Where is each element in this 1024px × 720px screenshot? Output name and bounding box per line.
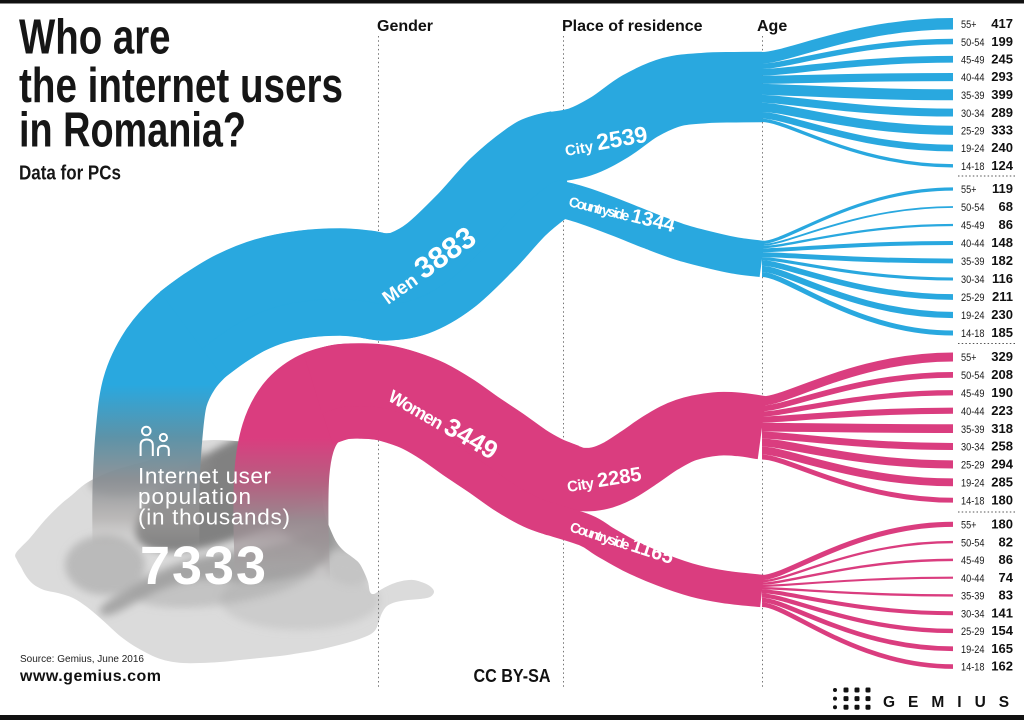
svg-text:199: 199 [991,34,1013,49]
svg-text:289: 289 [991,105,1013,120]
svg-text:293: 293 [991,69,1013,84]
svg-text:116: 116 [992,271,1013,286]
svg-text:83: 83 [999,588,1013,603]
svg-text:294: 294 [991,457,1013,472]
svg-text:182: 182 [991,253,1013,268]
svg-text:185: 185 [991,325,1013,340]
svg-text:25-29: 25-29 [961,626,985,638]
svg-text:35-39: 35-39 [961,256,985,268]
svg-text:258: 258 [991,439,1013,454]
svg-text:45-49: 45-49 [961,555,985,567]
svg-text:25-29: 25-29 [961,126,985,138]
svg-text:86: 86 [999,552,1013,567]
svg-text:162: 162 [991,659,1013,674]
svg-text:318: 318 [991,421,1013,436]
svg-text:GEMIUS: GEMIUS [883,694,1022,711]
svg-text:124: 124 [991,158,1013,173]
svg-text:14-18: 14-18 [961,328,985,340]
svg-text:223: 223 [991,403,1013,418]
svg-text:30-34: 30-34 [961,108,985,120]
svg-text:CC BY-SA: CC BY-SA [474,666,551,686]
svg-text:230: 230 [991,307,1013,322]
svg-text:399: 399 [991,87,1013,102]
svg-text:30-34: 30-34 [961,442,985,454]
svg-text:45-49: 45-49 [961,388,985,400]
svg-text:40-44: 40-44 [961,238,985,250]
svg-text:the internet users: the internet users [19,59,343,113]
svg-text:25-29: 25-29 [961,292,985,304]
svg-text:45-49: 45-49 [961,55,985,67]
svg-text:211: 211 [992,289,1013,304]
svg-text:50-54: 50-54 [961,370,985,382]
svg-text:245: 245 [991,52,1013,67]
svg-text:208: 208 [991,367,1013,382]
svg-text:68: 68 [999,199,1013,214]
svg-text:Data for PCs: Data for PCs [19,163,121,185]
svg-text:35-39: 35-39 [961,591,985,603]
svg-text:82: 82 [999,534,1013,549]
svg-text:329: 329 [991,349,1013,364]
svg-text:45-49: 45-49 [961,220,985,232]
svg-text:141: 141 [991,605,1013,620]
svg-text:(in thousands): (in thousands) [138,504,290,529]
svg-text:190: 190 [991,385,1013,400]
svg-text:19-24: 19-24 [961,478,985,490]
svg-text:148: 148 [991,235,1013,250]
svg-text:50-54: 50-54 [961,202,985,214]
svg-text:180: 180 [991,492,1013,507]
svg-text:Age: Age [757,18,787,35]
svg-text:86: 86 [999,217,1013,232]
svg-text:30-34: 30-34 [961,608,985,620]
svg-text:55+: 55+ [961,352,977,364]
svg-text:in Romania?: in Romania? [19,104,246,158]
svg-text:55+: 55+ [961,184,977,196]
svg-text:19-24: 19-24 [961,644,985,656]
svg-text:14-18: 14-18 [961,495,985,507]
svg-text:19-24: 19-24 [961,143,985,155]
svg-text:40-44: 40-44 [961,72,985,84]
svg-text:50-54: 50-54 [961,37,985,49]
svg-text:25-29: 25-29 [961,460,985,472]
svg-text:7333: 7333 [140,536,266,596]
svg-text:Place of residence: Place of residence [562,18,703,35]
svg-text:119: 119 [992,181,1013,196]
svg-text:333: 333 [991,123,1013,138]
svg-text:Internet user: Internet user [138,464,272,489]
svg-text:35-39: 35-39 [961,90,985,102]
svg-text:14-18: 14-18 [961,161,985,173]
svg-text:40-44: 40-44 [961,406,985,418]
svg-text:Gender: Gender [377,18,433,35]
svg-text:19-24: 19-24 [961,310,985,322]
svg-text:Who are: Who are [19,11,171,65]
svg-text:30-34: 30-34 [961,274,985,286]
svg-text:35-39: 35-39 [961,424,985,436]
svg-text:Source: Gemius, June 2016: Source: Gemius, June 2016 [20,654,144,665]
svg-text:14-18: 14-18 [961,662,985,674]
svg-text:154: 154 [991,623,1013,638]
svg-text:240: 240 [991,140,1013,155]
svg-text:180: 180 [991,517,1013,532]
svg-text:55+: 55+ [961,19,977,31]
svg-text:50-54: 50-54 [961,537,985,549]
svg-text:www.gemius.com: www.gemius.com [19,668,161,685]
svg-text:417: 417 [991,16,1013,31]
svg-text:74: 74 [999,570,1014,585]
svg-text:55+: 55+ [961,520,977,532]
svg-text:40-44: 40-44 [961,573,985,585]
svg-text:population: population [138,484,251,509]
svg-text:285: 285 [991,475,1013,490]
svg-text:165: 165 [991,641,1013,656]
